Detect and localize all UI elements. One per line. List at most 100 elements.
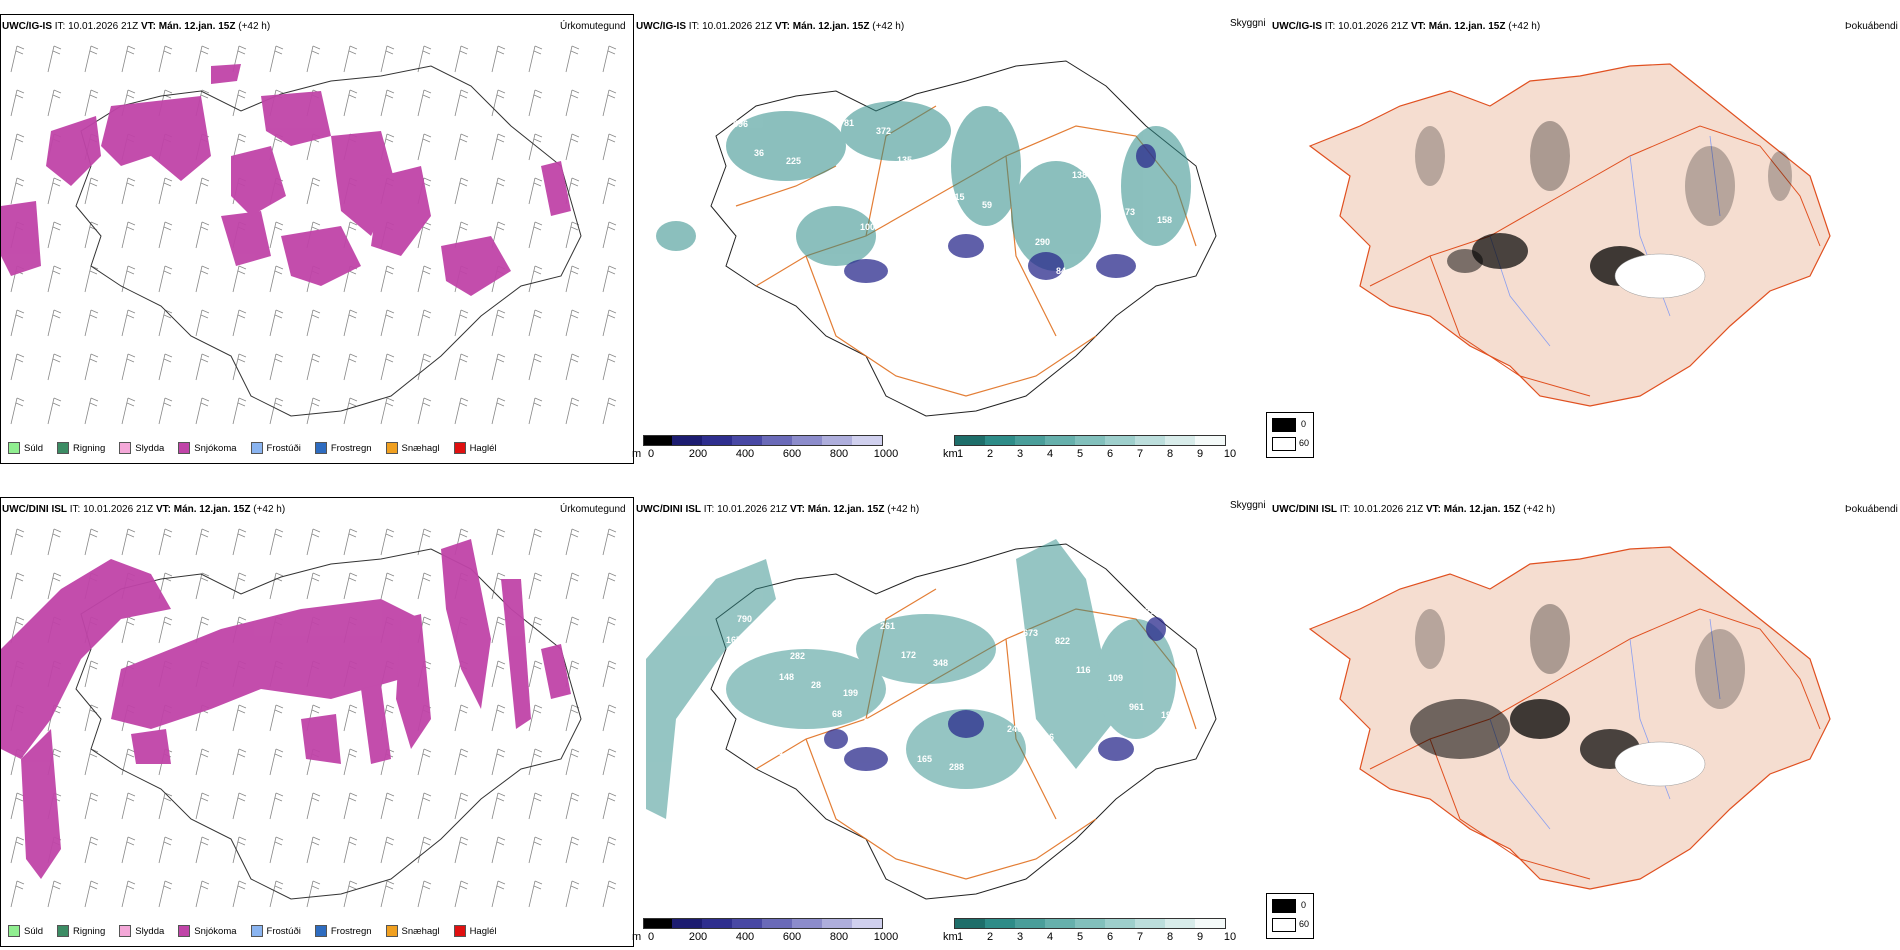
wind-barb — [158, 45, 173, 73]
wind-barb — [343, 792, 358, 820]
wind-barb — [528, 748, 543, 776]
wind-barb — [269, 309, 284, 337]
wind-barb — [269, 880, 284, 908]
wind-barb — [195, 748, 210, 776]
colorbar-tick: 400 — [735, 448, 755, 460]
bottom-precip-map — [1, 528, 617, 908]
wind-barb — [195, 353, 210, 381]
wind-barb — [602, 836, 617, 864]
wind-barb — [417, 133, 432, 161]
precip-type-legend-bottom: Súld Rigning Slydda Snjókoma Frostúði Frostre… — [8, 925, 497, 937]
wind-barb — [380, 880, 395, 908]
legend-item: Rigning — [57, 925, 105, 937]
wind-barb — [602, 353, 617, 381]
wind-barb — [84, 660, 99, 688]
wind-barb — [121, 45, 136, 73]
wind-barb — [232, 353, 247, 381]
cloud-base-label: 246 — [1039, 732, 1054, 742]
wind-barb — [417, 572, 432, 600]
top-precip-title: UWC/IG-IS IT: 10.01.2026 21Z VT: Mán. 12… — [2, 21, 271, 32]
wind-barb — [47, 880, 62, 908]
colorbar-tick: 6 — [1106, 931, 1114, 943]
cloud-base-label: 952 — [892, 230, 907, 240]
iceland-land — [1308, 63, 1831, 407]
wind-barb — [195, 836, 210, 864]
colorbar-tick: 0 — [647, 931, 655, 943]
cloud-base-label: 870 — [770, 252, 785, 262]
wind-barb — [84, 221, 99, 249]
wind-barb — [10, 133, 25, 161]
wind-barb — [380, 309, 395, 337]
wind-barb — [491, 353, 506, 381]
wind-barb — [84, 704, 99, 732]
legend-swatch — [8, 925, 20, 937]
cloud-base-label: 27 — [1145, 606, 1155, 616]
wind-barb — [491, 836, 506, 864]
wind-barb — [158, 221, 173, 249]
wind-barb — [195, 397, 210, 425]
wind-barb — [491, 748, 506, 776]
fog-legend-black — [1272, 899, 1296, 913]
wind-barb — [417, 880, 432, 908]
colorbar-tick: 10 — [1223, 448, 1237, 460]
legend-label: Haglél — [469, 442, 497, 454]
height-colorbar-blocks — [643, 918, 883, 929]
wind-barb — [84, 792, 99, 820]
cloud-base-label: 109 — [1108, 673, 1123, 683]
wind-barb — [565, 748, 580, 776]
wind-barb — [121, 309, 136, 337]
wind-barb — [343, 836, 358, 864]
cloud-base-label: 92 — [1113, 598, 1123, 608]
wind-barb — [528, 660, 543, 688]
cloud-base-label: 873 — [998, 104, 1013, 114]
colorbar-tick: 200 — [688, 931, 708, 943]
wind-barb — [602, 177, 617, 205]
wind-barb — [47, 528, 62, 556]
cloud-base-labels: 790 282 199 369 288 364 822 109 195 71 761 261 348 16… — [726, 584, 1176, 786]
wind-barb — [528, 89, 543, 117]
legend-item: Frostúði — [250, 925, 301, 937]
wind-barb — [269, 265, 284, 293]
colorbar-tick: 4 — [1046, 931, 1054, 943]
colorbar-tick: 600 — [782, 931, 802, 943]
legend-label: Frostúði — [266, 442, 301, 454]
cloud-base-label: 282 — [790, 651, 805, 661]
wind-barb — [528, 792, 543, 820]
wind-barb — [343, 572, 358, 600]
wind-barb — [10, 880, 25, 908]
cloud-base-label: 395 — [929, 163, 944, 173]
cloud-base-label: 33 — [1141, 111, 1151, 121]
wind-barb — [528, 528, 543, 556]
wind-barb — [528, 45, 543, 73]
colorbar-tick: 1 — [956, 931, 964, 943]
wind-barb — [269, 572, 284, 600]
cloud-base-label: 372 — [876, 126, 891, 136]
legend-item: Rigning — [57, 442, 105, 454]
wind-barb — [454, 309, 469, 337]
colorbar-tick: 600 — [782, 448, 802, 460]
wind-barb — [602, 221, 617, 249]
wind-barb — [380, 836, 395, 864]
glacier-white — [1614, 253, 1706, 299]
height-unit: m — [632, 931, 642, 943]
cloud-base-label: 100 — [860, 222, 875, 232]
fog-indicator-shading — [1415, 121, 1792, 286]
fog-legend-black — [1272, 418, 1296, 432]
low-visibility-areas — [646, 539, 1176, 819]
wind-barb — [121, 880, 136, 908]
cloud-base-label: 596 — [733, 119, 748, 129]
wind-barb — [84, 309, 99, 337]
wind-barb — [454, 880, 469, 908]
top-vis-title: UWC/IG-IS IT: 10.01.2026 21Z VT: Mán. 12… — [636, 21, 905, 32]
colorbar-tick: 3 — [1016, 931, 1024, 943]
wind-barb — [84, 528, 99, 556]
snow-areas — [1, 64, 571, 296]
cloud-base-labels: 596 225 395 952 405 873 144 401 158 870 40 372 395 59… — [733, 104, 1172, 306]
wind-barb — [158, 353, 173, 381]
bottom-precip-panel — [0, 497, 634, 947]
legend-label: Snjókoma — [194, 925, 237, 937]
top-precip-field-name: Úrkomutegund — [560, 21, 626, 32]
wind-barb — [84, 880, 99, 908]
cloud-base-label: 148 — [779, 672, 794, 682]
wind-barb — [528, 265, 543, 293]
